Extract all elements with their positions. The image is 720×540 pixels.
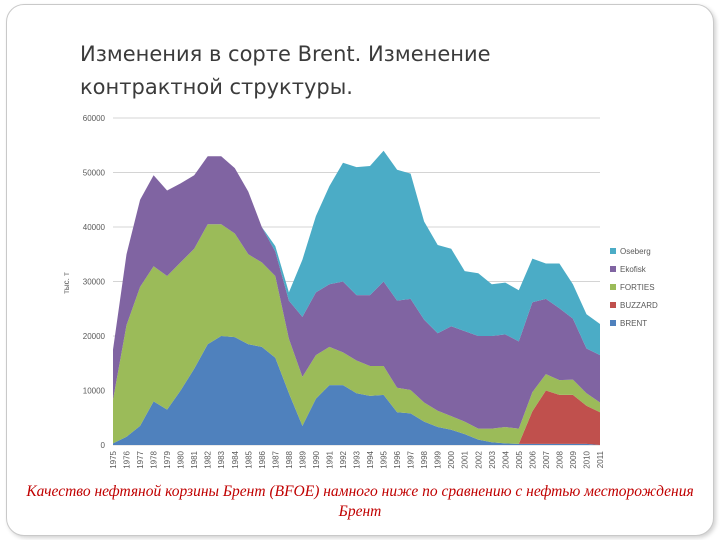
y-tick-label: 40000 xyxy=(83,223,106,232)
y-tick-label: 50000 xyxy=(83,169,106,178)
x-tick-label: 1998 xyxy=(420,450,429,468)
x-tick-label: 1988 xyxy=(285,450,294,468)
x-tick-label: 1982 xyxy=(204,450,213,468)
x-tick-label: 1991 xyxy=(325,450,334,468)
stacked-area-chart: 0 10000 20000 30000 40000 50000 60000 1975 1976… xyxy=(62,114,658,469)
area-brent xyxy=(113,336,600,445)
x-tick-label: 1997 xyxy=(407,450,416,468)
x-tick-label: 1983 xyxy=(217,450,226,468)
y-tick-label: 0 xyxy=(101,441,106,450)
area-ekofisk xyxy=(113,156,600,429)
y-axis-label: тыс. т xyxy=(62,272,71,294)
x-tick-label: 2004 xyxy=(501,450,510,468)
legend: Oseberg Ekofisk FORTIES BUZZARD BRENT xyxy=(610,247,658,328)
x-tick-label: 1990 xyxy=(312,450,321,468)
y-tick-label: 20000 xyxy=(83,332,106,341)
x-tick-label: 1999 xyxy=(434,450,443,468)
series-areas xyxy=(113,150,600,445)
legend-entry: BRENT xyxy=(620,319,647,328)
y-tick-label: 30000 xyxy=(83,278,106,287)
legend-swatch xyxy=(610,320,616,326)
legend-entry: BUZZARD xyxy=(620,301,658,310)
x-tick-label: 1979 xyxy=(163,450,172,468)
x-tick-label: 1978 xyxy=(150,450,159,468)
x-tick-label: 2000 xyxy=(447,450,456,468)
y-tick-label: 60000 xyxy=(83,114,106,123)
x-tick-label: 1980 xyxy=(177,450,186,468)
y-tick-labels: 0 10000 20000 30000 40000 50000 60000 xyxy=(83,114,106,450)
x-tick-label: 1976 xyxy=(123,450,132,468)
x-tick-label: 2006 xyxy=(528,450,537,468)
x-tick-label: 2009 xyxy=(569,450,578,468)
legend-entry: FORTIES xyxy=(620,283,655,292)
x-tick-label: 1986 xyxy=(258,450,267,468)
y-tick-label: 10000 xyxy=(83,387,106,396)
x-tick-label: 1993 xyxy=(353,450,362,468)
x-tick-label: 1994 xyxy=(366,450,375,468)
x-tick-label: 2011 xyxy=(596,450,605,468)
legend-swatch xyxy=(610,266,616,272)
x-tick-label: 1987 xyxy=(271,450,280,468)
legend-swatch xyxy=(610,302,616,308)
x-tick-label: 1975 xyxy=(109,450,118,468)
legend-swatch xyxy=(610,248,616,254)
x-tick-labels: 1975 1976 1977 1978 1979 1980 1981 1982 1983 1984… xyxy=(109,450,605,468)
x-tick-label: 1995 xyxy=(380,450,389,468)
area-oseberg xyxy=(113,150,600,356)
legend-entry: Oseberg xyxy=(620,247,651,256)
legend-swatch xyxy=(610,284,616,290)
x-tick-label: 1981 xyxy=(190,450,199,468)
area-buzzard xyxy=(113,336,600,445)
x-tick-label: 1996 xyxy=(393,450,402,468)
x-tick-label: 1989 xyxy=(298,450,307,468)
x-tick-label: 2007 xyxy=(542,450,551,468)
slide-title: Изменения в сорте Brent. Изменение контр… xyxy=(80,42,491,99)
x-tick-label: 2003 xyxy=(488,450,497,468)
x-tick-label: 2001 xyxy=(461,450,470,468)
x-tick-label: 1984 xyxy=(231,450,240,468)
slide-caption: Качество нефтяной корзины Брент (BFOE) н… xyxy=(26,483,694,520)
x-tick-label: 2005 xyxy=(515,450,524,468)
area-forties xyxy=(113,224,600,444)
x-tick-label: 2010 xyxy=(583,450,592,468)
x-tick-label: 1985 xyxy=(244,450,253,468)
x-tick-label: 2002 xyxy=(474,450,483,468)
x-tick-label: 1977 xyxy=(136,450,145,468)
x-tick-label: 1992 xyxy=(339,450,348,468)
x-tick-label: 2008 xyxy=(555,450,564,468)
legend-entry: Ekofisk xyxy=(620,265,647,274)
